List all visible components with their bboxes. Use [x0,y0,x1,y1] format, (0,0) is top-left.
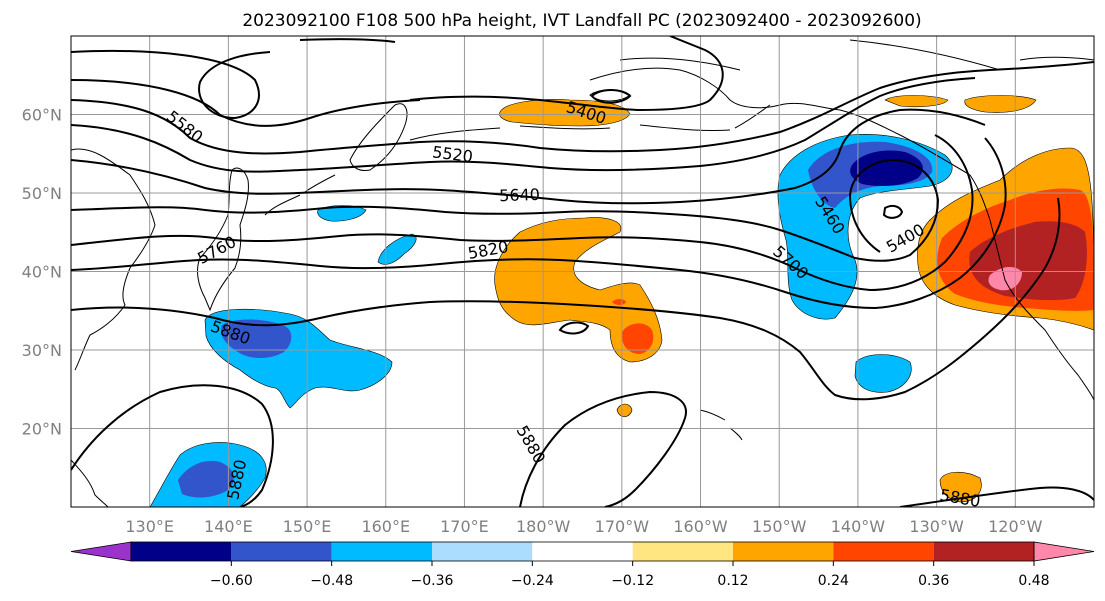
contour-5640 [71,108,986,205]
colorbar-tick-label: 0.48 [1018,573,1049,589]
contour-5880-main [71,197,1061,401]
coast-north-america [989,219,1094,401]
chart-title: 2023092100 F108 500 hPa height, IVT Land… [242,11,921,31]
colorbar-extend-max [1033,541,1095,562]
x-tick-label: 150°E [283,517,332,536]
coast-hawaii [699,409,743,441]
contour-label: 5640 [499,185,540,205]
colorbar: −0.60 −0.48 −0.36 −0.24 −0.12 0.12 0.24 0.36 0.4… [70,541,1095,589]
x-tick-label: 130°E [125,517,174,536]
contour-5460 [71,79,421,127]
colorbar-tick-label: 0.12 [717,573,748,589]
contour-label-group: 5520 [431,142,474,166]
contour-5700 [71,158,940,262]
x-tick-label: 180°W [516,517,571,536]
coast-japan [197,167,249,312]
x-tick-label: 140°E [204,517,253,536]
y-tick-label: 20°N [22,420,62,439]
positive-anomaly-central-pacific-core [621,323,654,354]
colorbar-tick-label: −0.24 [511,573,554,589]
contour-5400-north [71,38,396,120]
coast-arctic [619,39,1094,71]
coast-alaska [589,67,991,221]
positive-anomaly-west-coast-pink [988,266,1022,291]
colorbar-tick-label: −0.36 [411,573,454,589]
colorbar-box [131,542,232,561]
positive-anomaly-central-pacific-dot [612,299,626,305]
negative-anomaly-gulf-alaska-core [850,150,923,186]
x-tick-label: 130°W [909,517,964,536]
colorbar-extend-min [70,541,132,562]
negative-anomaly-south-west-core [178,460,234,498]
coast-asia [71,148,156,371]
gridlines [71,36,1094,507]
contour-label-group: 5880 [938,485,981,511]
contour-5880-south [519,390,687,507]
y-tick-label: 60°N [22,106,62,125]
positive-anomaly-north-east-2 [964,95,1037,113]
y-tick-label: 50°N [22,184,62,203]
negative-anomaly-small-2 [377,233,417,265]
positive-anomaly-central-pacific [494,217,663,363]
coast-kamchatka [349,103,408,171]
colorbar-box [231,542,332,561]
x-tick-label: 140°W [831,517,886,536]
contour-5820 [71,137,1007,310]
colorbar-box [733,542,834,561]
negative-anomaly-subtropical [854,354,912,393]
contour-label: 5520 [431,142,474,166]
colorbar-tick-label: −0.60 [210,573,253,589]
contour-5880-southeast [899,486,1094,507]
contour-5880-southwest [71,384,274,507]
negative-anomaly-japan-core [220,319,292,358]
contour-arctic-loop [590,89,632,104]
colorbar-frame [130,541,1035,562]
contour-5400-bering [409,36,724,112]
colorbar-box [632,542,733,561]
contour-5520 [71,61,1094,155]
colorbar-box [833,542,934,561]
positive-anomaly-small-island [616,403,633,418]
colorbar-tick-label: 0.36 [918,573,949,589]
colorbar-tick-label: −0.48 [310,573,353,589]
y-axis-ticks: 20°N 30°N 40°N 50°N 60°N [22,106,62,439]
colorbar-box [933,542,1034,561]
positive-anomaly-north-east [884,95,949,108]
x-tick-label: 160°W [673,517,728,536]
y-tick-label: 30°N [22,341,62,360]
x-tick-label: 120°W [988,517,1043,536]
contour-low-center [882,204,904,219]
x-tick-label: 170°E [440,517,489,536]
ivt-anomaly-fills [149,95,1094,507]
x-axis-ticks: 130°E 140°E 150°E 160°E 170°E 180°W 170°W 160°W… [125,517,1042,536]
contour-5580 [71,77,976,173]
colorbar-tick-label: −0.12 [611,573,654,589]
coastlines [71,39,1094,507]
negative-anomaly-small-1 [317,205,367,222]
contour-5760 [71,134,974,292]
contour-label: 5880 [938,485,981,511]
colorbar-box [532,542,633,561]
height-contours [71,36,1094,507]
coast-aleutians [409,104,771,141]
contour-5880-loop [558,321,590,335]
coast-philippines [71,459,109,507]
contour-label-group: 5640 [499,185,540,205]
map-frame [70,35,1095,508]
colorbar-box [432,542,533,561]
x-tick-label: 170°W [595,517,650,536]
colorbar-tick-label: 0.24 [818,573,849,589]
y-tick-label: 40°N [22,263,62,282]
colorbar-box [331,542,432,561]
x-tick-label: 160°E [361,517,410,536]
x-tick-label: 150°W [752,517,807,536]
